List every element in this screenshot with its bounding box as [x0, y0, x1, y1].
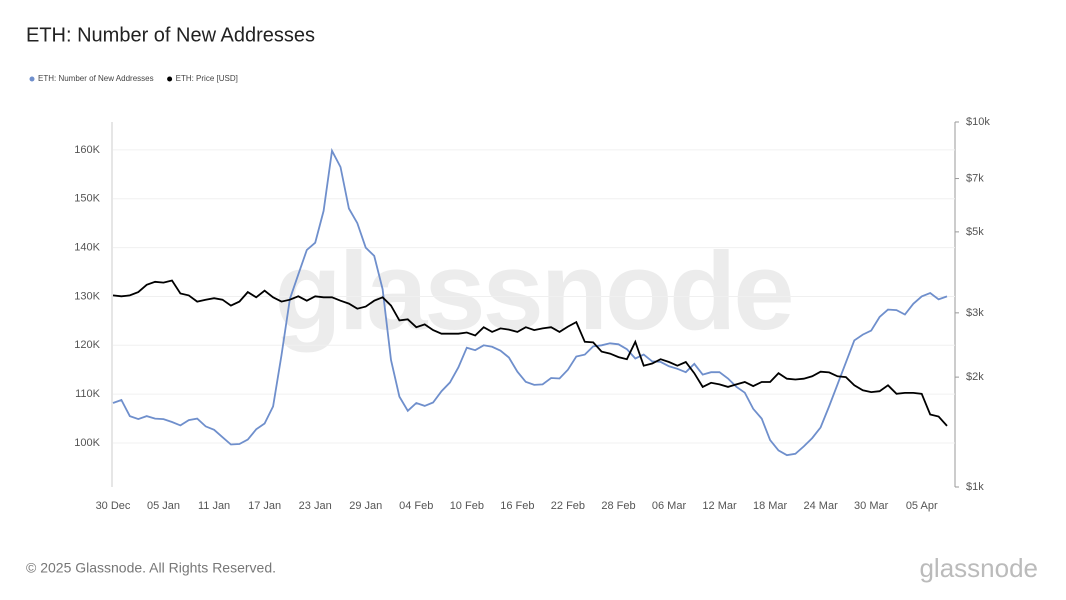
y-tick-label: 150K [74, 193, 100, 205]
footer: © 2025 Glassnode. All Rights Reserved. [26, 560, 276, 576]
x-tick-label: 05 Apr [906, 500, 938, 512]
legend-marker [167, 76, 173, 82]
legend-label: ETH: Price [USD] [176, 74, 238, 83]
series-line [112, 147, 948, 457]
y-tick-label: 160K [74, 144, 100, 156]
y-tick-label: 130K [74, 290, 100, 302]
x-tick-label: 04 Feb [399, 500, 433, 512]
x-tick-label: 06 Mar [652, 500, 687, 512]
y2-tick-label: $5k [966, 226, 984, 238]
x-tick-label: 11 Jan [198, 500, 230, 512]
x-tick-label: 30 Mar [854, 500, 889, 512]
x-tick-label: 05 Jan [147, 500, 180, 512]
y-tick-label: 120K [74, 339, 100, 351]
y-tick-label: 140K [74, 241, 100, 253]
chart-title: ETH: Number of New Addresses [26, 24, 315, 46]
x-tick-label: 16 Feb [500, 500, 534, 512]
watermark: glassnode [274, 230, 791, 353]
x-tick-label: 17 Jan [248, 500, 281, 512]
x-tick-label: 10 Feb [450, 500, 484, 512]
y2-tick-label: $2k [966, 371, 984, 383]
legend-marker [29, 76, 35, 82]
y2-tick-label: $3k [966, 307, 984, 319]
x-tick-label: 23 Jan [299, 500, 332, 512]
series-line [112, 279, 948, 427]
x-tick-label: 22 Feb [551, 500, 585, 512]
x-tick-label: 24 Mar [804, 500, 839, 512]
legend-label: ETH: Number of New Addresses [38, 74, 154, 83]
x-tick-label: 28 Feb [601, 500, 635, 512]
y2-tick-label: $1k [966, 481, 984, 493]
x-tick-label: 18 Mar [753, 500, 788, 512]
x-tick-label: 12 Mar [702, 500, 737, 512]
y2-tick-label: $7k [966, 172, 984, 184]
x-tick-label: 30 Dec [96, 500, 131, 512]
y-tick-label: 100K [74, 437, 100, 449]
logo: glassnode [919, 553, 1038, 583]
x-tick-label: 29 Jan [349, 500, 382, 512]
y-tick-label: 110K [75, 388, 101, 400]
y2-tick-label: $10k [966, 116, 990, 128]
